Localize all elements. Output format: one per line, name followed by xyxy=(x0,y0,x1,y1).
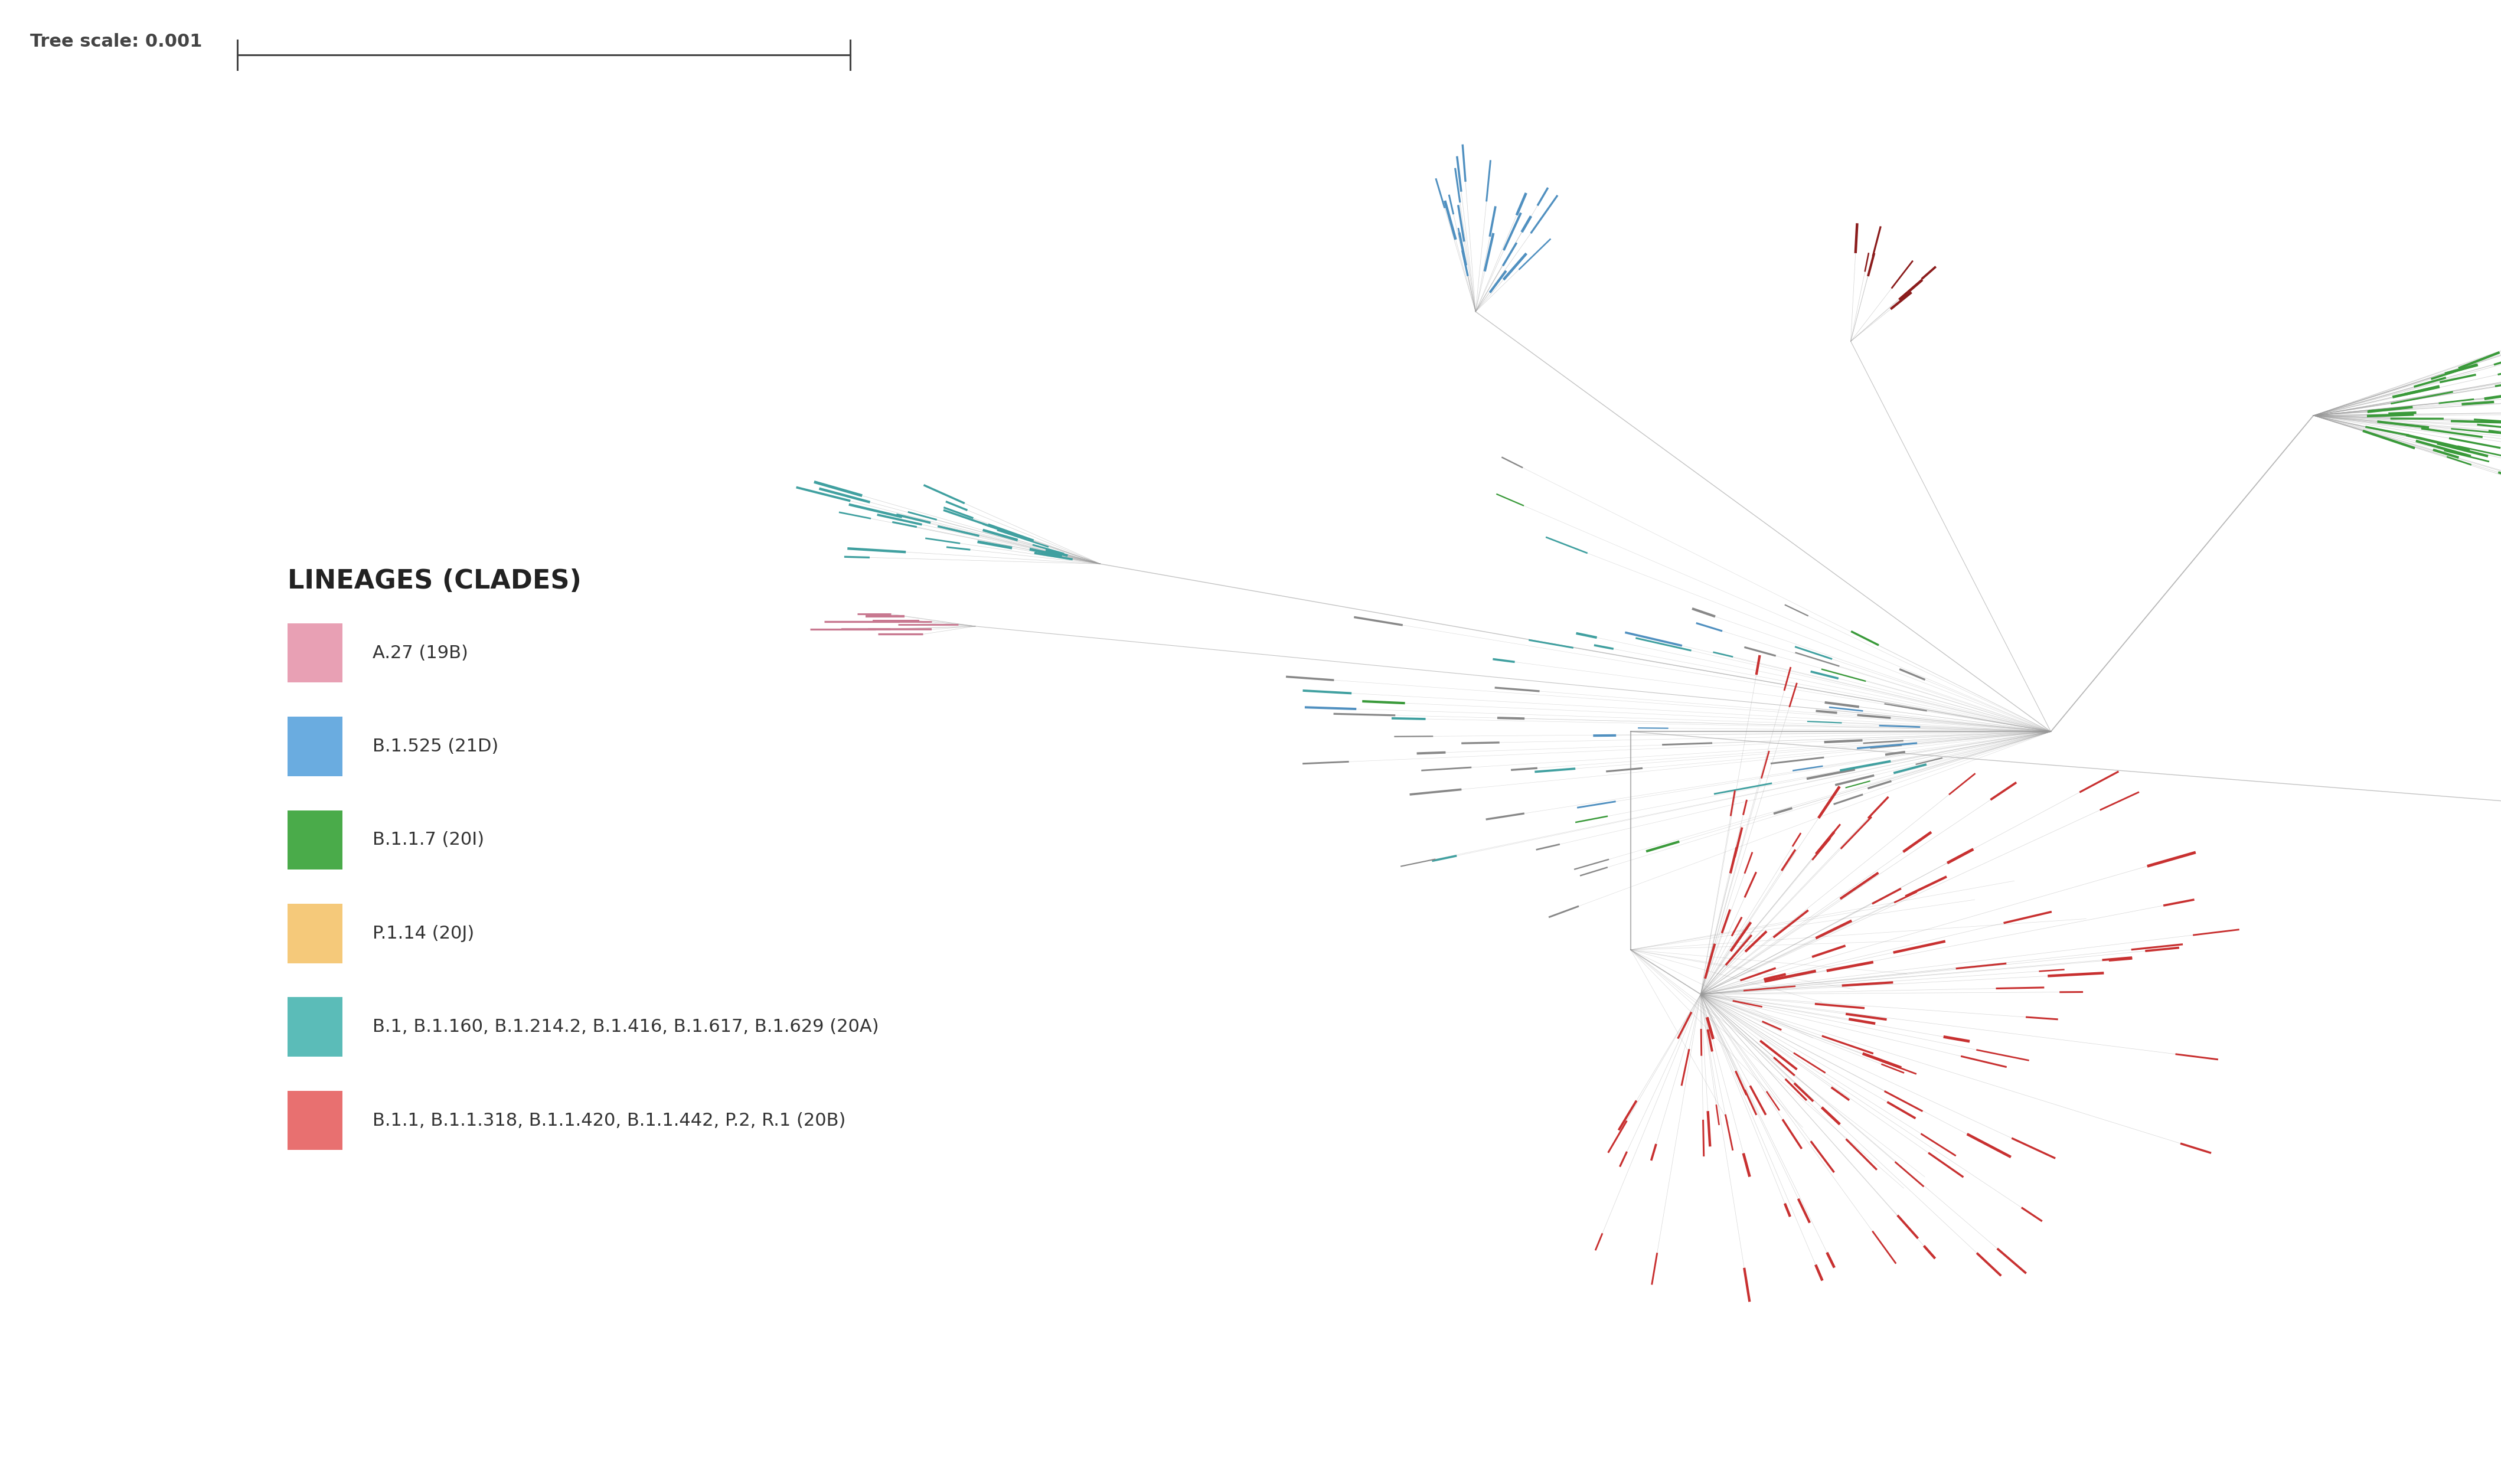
Text: Tree scale: 0.001: Tree scale: 0.001 xyxy=(30,33,203,50)
Text: A.27 (19B): A.27 (19B) xyxy=(373,644,468,662)
Bar xyxy=(288,810,343,870)
Text: B.1.525 (21D): B.1.525 (21D) xyxy=(373,738,498,755)
Bar xyxy=(288,997,343,1057)
Text: B.1.1.7 (20I): B.1.1.7 (20I) xyxy=(373,831,485,849)
Text: B.1, B.1.160, B.1.214.2, B.1.416, B.1.617, B.1.629 (20A): B.1, B.1.160, B.1.214.2, B.1.416, B.1.61… xyxy=(373,1018,878,1036)
Bar xyxy=(288,623,343,683)
Text: LINEAGES (CLADES): LINEAGES (CLADES) xyxy=(288,568,583,594)
Text: B.1.1, B.1.1.318, B.1.1.420, B.1.1.442, P.2, R.1 (20B): B.1.1, B.1.1.318, B.1.1.420, B.1.1.442, … xyxy=(373,1112,845,1129)
Bar xyxy=(288,717,343,776)
Bar xyxy=(288,904,343,963)
Text: P.1.14 (20J): P.1.14 (20J) xyxy=(373,925,475,942)
Bar xyxy=(288,1091,343,1150)
